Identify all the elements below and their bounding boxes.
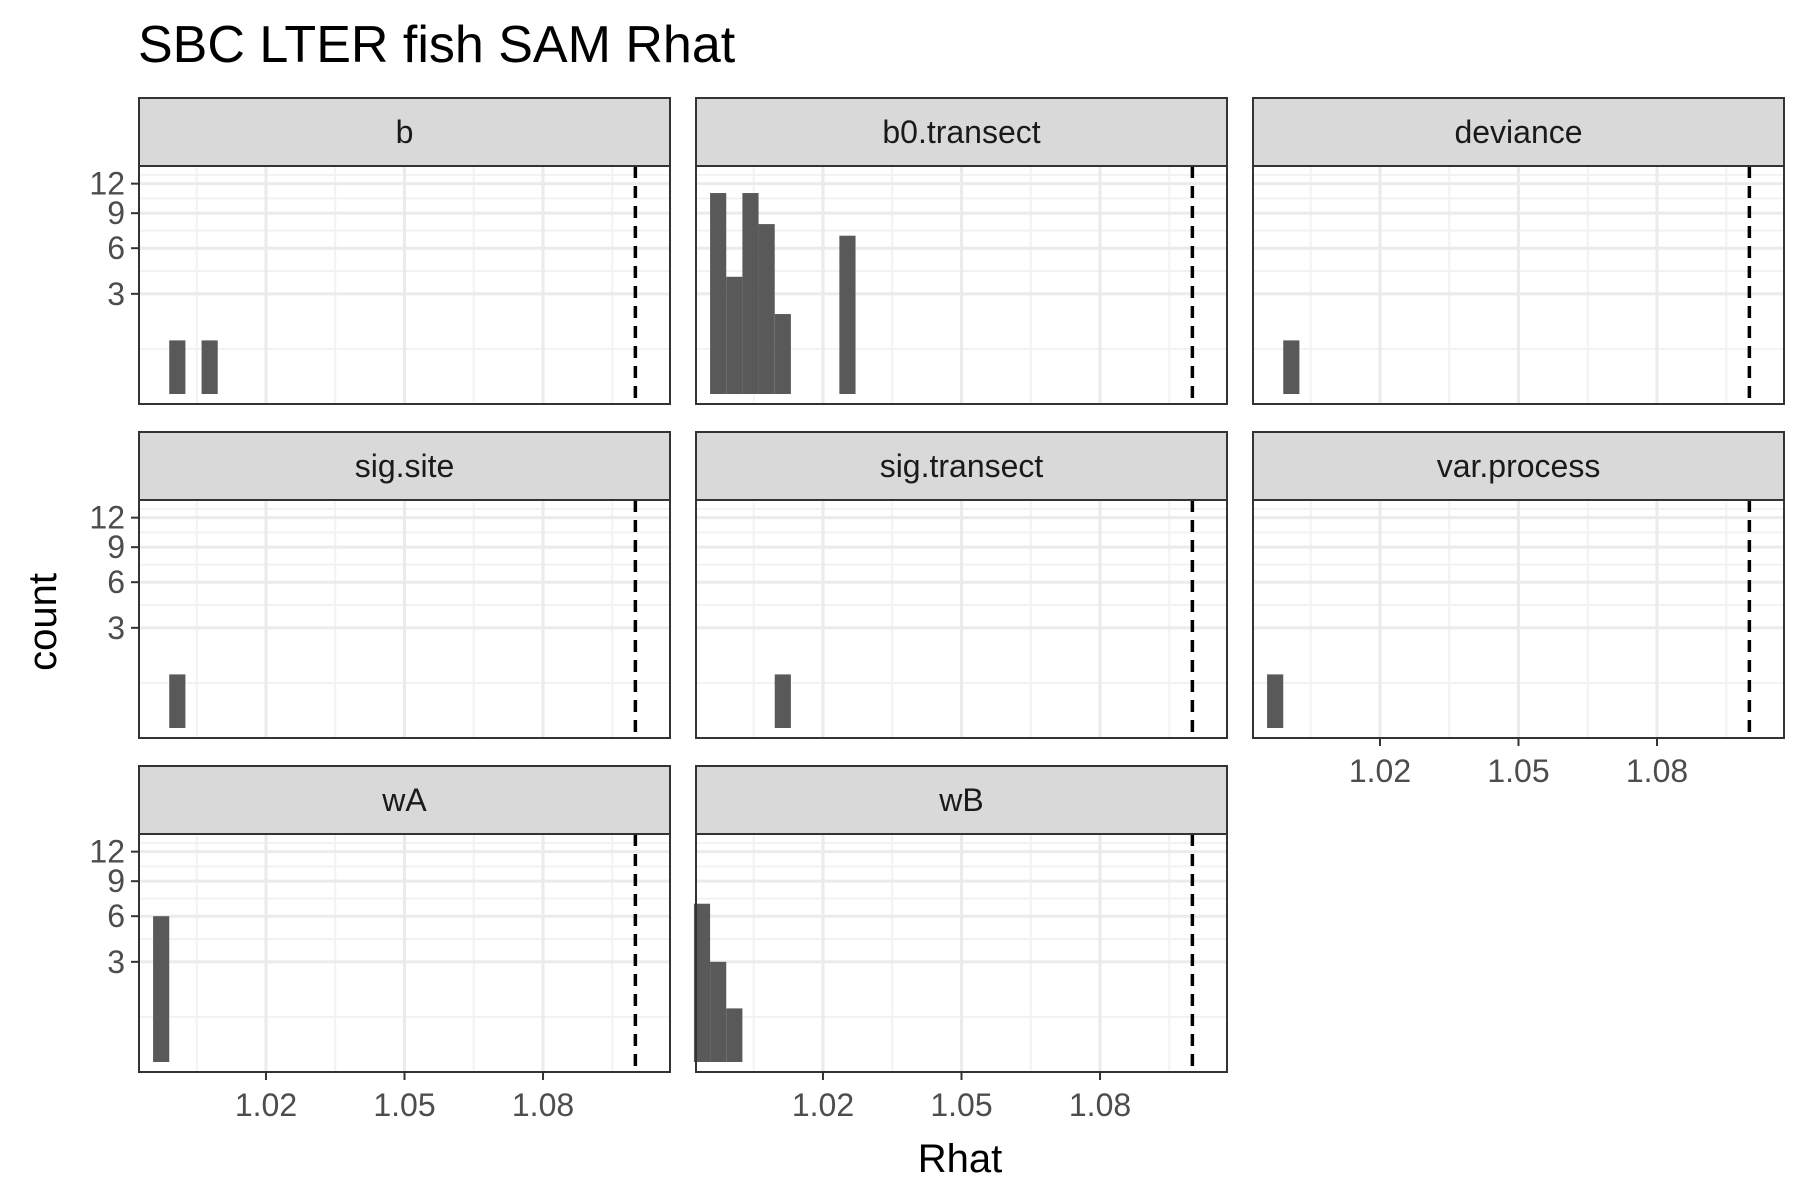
- facet-var-process: var.process 1.02 1.05 1.08: [1252, 431, 1785, 789]
- strip-background: [138, 431, 671, 501]
- histogram-bar: [839, 235, 856, 394]
- y-tick-label: 9: [107, 195, 125, 231]
- histogram-bar: [169, 340, 186, 394]
- strip-background: [138, 97, 671, 167]
- facet-wB: wB 1.02 1.05 1.08: [693, 765, 1228, 1123]
- y-axis-title: count: [21, 573, 65, 671]
- strip-background: [1252, 431, 1785, 501]
- histogram-bar: [693, 903, 711, 1062]
- y-tick-label: 3: [107, 610, 125, 646]
- histogram-bar: [201, 340, 218, 394]
- histogram-bar: [726, 276, 743, 394]
- strip-label: sig.transect: [880, 448, 1044, 484]
- y-tick-label: 12: [89, 166, 125, 202]
- histogram-bar: [1283, 340, 1300, 394]
- x-tick-label: 1.02: [235, 1087, 297, 1123]
- chart-title: SBC LTER fish SAM Rhat: [138, 16, 736, 74]
- strip-background: [138, 765, 671, 835]
- x-tick-label: 1.05: [373, 1087, 435, 1123]
- strip-background: [695, 765, 1228, 835]
- y-tick-label: 9: [107, 529, 125, 565]
- strip-label: b: [396, 114, 414, 150]
- y-tick-label: 3: [107, 276, 125, 312]
- facet-sig-transect: sig.transect: [695, 431, 1228, 739]
- strip-label: wB: [938, 782, 983, 818]
- histogram-bar: [710, 961, 727, 1062]
- y-tick-label: 3: [107, 944, 125, 980]
- x-tick-label: 1.05: [930, 1087, 992, 1123]
- strip-label: sig.site: [355, 448, 455, 484]
- y-tick-label: 6: [107, 564, 125, 600]
- strip-label: b0.transect: [882, 114, 1040, 150]
- x-tick-label: 1.08: [1626, 753, 1688, 789]
- histogram-bar: [774, 314, 791, 394]
- x-tick-label: 1.05: [1487, 753, 1549, 789]
- histogram-bar: [742, 193, 759, 394]
- strip-background: [695, 97, 1228, 167]
- x-tick-label: 1.08: [512, 1087, 574, 1123]
- histogram-bar: [169, 674, 186, 728]
- y-tick-label: 6: [107, 898, 125, 934]
- y-tick-label: 9: [107, 863, 125, 899]
- x-tick-label: 1.08: [1069, 1087, 1131, 1123]
- strip-label: var.process: [1437, 448, 1601, 484]
- histogram-bar: [758, 224, 775, 394]
- x-tick-label: 1.02: [1349, 753, 1411, 789]
- histogram-bar: [710, 193, 727, 394]
- x-axis-title: Rhat: [918, 1137, 1003, 1181]
- strip-label: deviance: [1454, 114, 1582, 150]
- y-tick-label: 12: [89, 834, 125, 870]
- y-tick-label: 12: [89, 500, 125, 536]
- strip-label: wA: [381, 782, 427, 818]
- y-tick-label: 6: [107, 230, 125, 266]
- x-tick-label: 1.02: [792, 1087, 854, 1123]
- histogram-bar: [153, 916, 170, 1062]
- strip-background: [695, 431, 1228, 501]
- facet-b0-transect: b0.transect: [695, 97, 1228, 405]
- strip-background: [1252, 97, 1785, 167]
- histogram-bar: [774, 674, 791, 728]
- histogram-bar: [1267, 674, 1284, 728]
- facet-deviance: deviance: [1252, 97, 1785, 405]
- histogram-bar: [726, 1008, 743, 1062]
